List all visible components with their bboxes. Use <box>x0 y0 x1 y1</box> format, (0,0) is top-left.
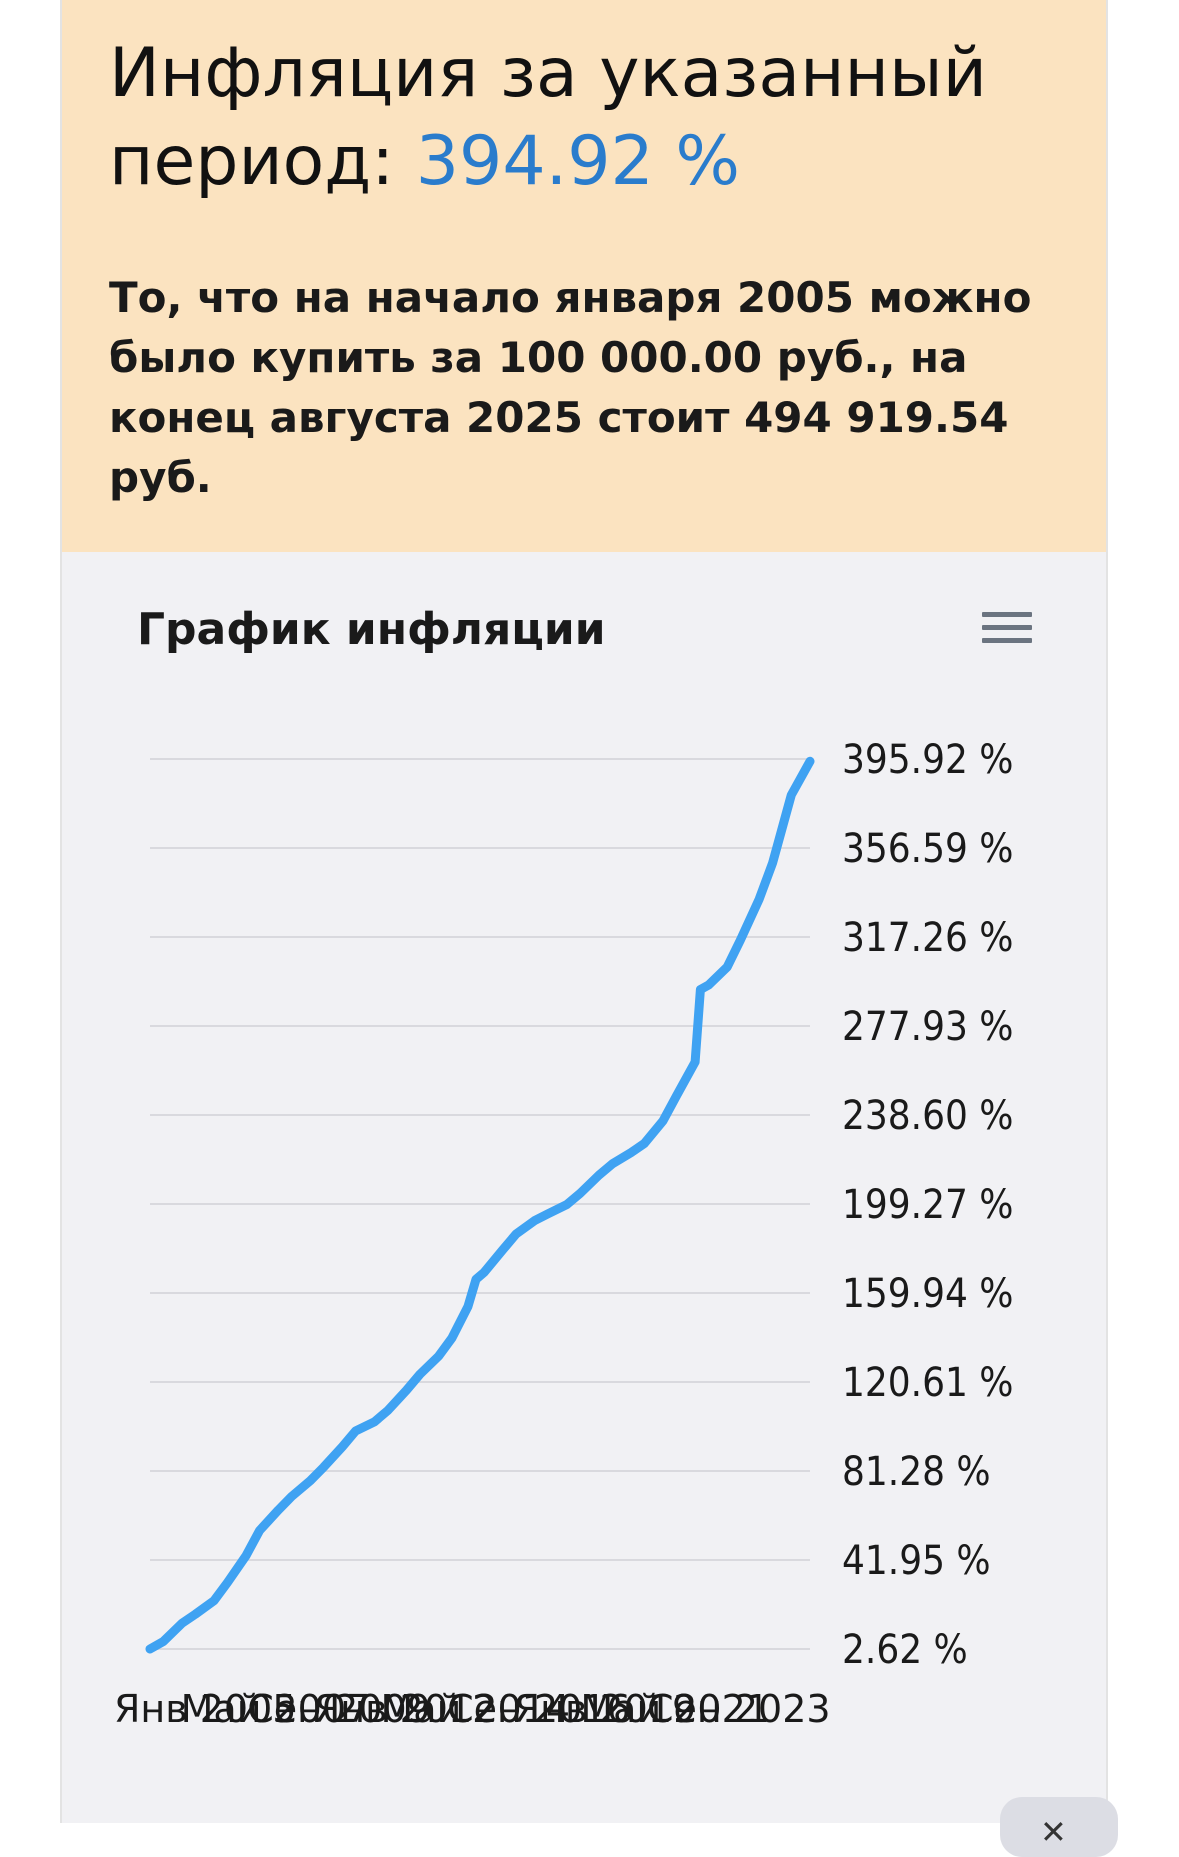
x-tick-label: Янв 2019 <box>514 1687 696 1731</box>
hamburger-menu-icon[interactable] <box>982 612 1032 652</box>
x-tick-label: Май 2014 <box>381 1687 571 1731</box>
inflation-value: 394.92 % <box>415 122 740 201</box>
y-tick-label: 199.27 % <box>842 1182 1014 1228</box>
inflation-line-chart: 2.62 % 41.95 % 81.28 % 120.61 % 159.94 % 199.… <box>114 737 1014 1731</box>
x-tick-label: Май 2007 <box>181 1687 371 1731</box>
x-tick-label: Янв 2005 <box>114 1687 296 1731</box>
content-frame <box>60 0 1108 1823</box>
y-tick-label: 2.62 % <box>842 1627 968 1673</box>
y-tick-label: 317.26 % <box>842 915 1014 961</box>
scroll-down-button[interactable]: ✕ <box>1000 1797 1118 1857</box>
x-tick-label: Сен 2009 <box>247 1687 431 1731</box>
y-tick-label: 81.28 % <box>842 1449 991 1495</box>
y-tick-label: 238.60 % <box>842 1093 1014 1139</box>
y-tick-label: 356.59 % <box>842 826 1014 872</box>
x-tick-label: Май 2021 <box>580 1687 770 1731</box>
inflation-series-line[interactable] <box>145 756 815 1654</box>
summary-description: То, что на начало января 2005 можно было… <box>109 273 1032 502</box>
x-tick-label: Янв 2012 <box>314 1687 496 1731</box>
y-tick-label: 395.92 % <box>842 737 1014 783</box>
summary-heading: Инфляция за указанный период: 394.92 % <box>109 30 1069 206</box>
y-tick-label: 41.95 % <box>842 1538 991 1584</box>
y-tick-label: 277.93 % <box>842 1004 1014 1050</box>
x-tick-label: Сен 2016 <box>447 1687 631 1731</box>
y-tick-label: 159.94 % <box>842 1271 1014 1317</box>
inflation-summary: Инфляция за указанный период: 394.92 % Т… <box>62 0 1106 552</box>
x-tick-label: Сен 2023 <box>647 1687 831 1731</box>
chart-panel: График инфляции 2.62 % 41.95 % 81.28 % 120.… <box>62 552 1118 1857</box>
chevron-down-icon: ✕ <box>1040 1813 1067 1851</box>
chart-title: График инфляции <box>137 604 606 655</box>
summary-heading-text: Инфляция за указанный период: <box>109 34 987 201</box>
y-tick-label: 120.61 % <box>842 1360 1014 1406</box>
